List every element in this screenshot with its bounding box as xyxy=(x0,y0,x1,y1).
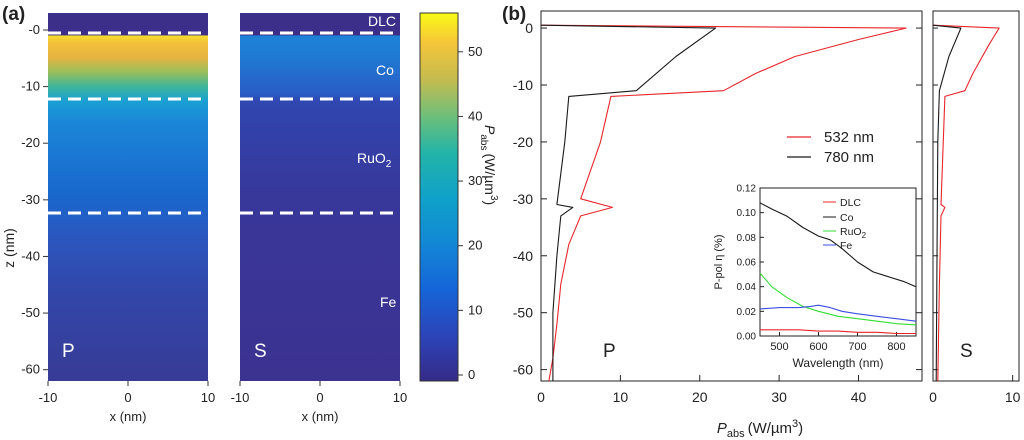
panel-b-y-tick-label: -10 xyxy=(513,77,533,93)
colorbar-tick-label: 40 xyxy=(468,108,482,123)
inset-y-tick-label: 0.08 xyxy=(737,233,757,244)
profile-p-line-532nm xyxy=(540,24,907,382)
inset-axes: 0.00 0.02 0.04 0.06 0.08 0.10 0.12 500 600 700 800 xyxy=(737,184,906,354)
panel-a-y-tick-label: -60 xyxy=(21,362,40,377)
inset-line-dlc xyxy=(760,329,916,335)
panel-b-y-tick-label: -40 xyxy=(513,248,533,264)
map-label-p: P xyxy=(62,341,75,362)
panel-a-x-tick-label: -10 xyxy=(39,390,58,405)
inset-legend-ruo2: RuO2 xyxy=(840,226,867,240)
colorbar-tick-label: 20 xyxy=(468,238,482,253)
colorbar-tick-label: 0 xyxy=(468,367,475,382)
inset-legend-dlc: DLC xyxy=(840,197,861,209)
panel-a-y-label: z (nm) xyxy=(1,228,17,268)
panel-b-legend: 532 nm 780 nm xyxy=(787,129,874,166)
interface-lines xyxy=(48,31,400,215)
panel-a-x-tick-label: 10 xyxy=(393,390,407,405)
colorbar-ticks: 0 10 20 30 40 50 xyxy=(458,44,482,382)
inset-x-tick-label: 500 xyxy=(770,341,788,353)
panel-a-x-label-p: x (nm) xyxy=(110,409,147,424)
inset-x-tick-label: 700 xyxy=(848,341,866,353)
panel-a-x-axis: -10 0 10 -10 0 10 xyxy=(39,381,407,405)
inset-y-tick-label: 0.06 xyxy=(737,258,757,269)
panel-b-x-label: Pabs (W/µm3) xyxy=(717,418,803,440)
panel-a-y-axis: -0 -10 -20 -30 -40 -50 -60 xyxy=(21,22,48,377)
legend-label-532: 532 nm xyxy=(824,129,874,146)
colorbar-tick-label: 50 xyxy=(468,44,482,59)
panel-a-y-tick-label: -0 xyxy=(28,22,40,37)
inset-legend-co: Co xyxy=(840,212,854,224)
panel-b-lines xyxy=(540,24,1000,382)
inset-line-fe xyxy=(759,304,917,322)
layer-label-co: Co xyxy=(376,62,394,78)
layer-label-ruo2: RuO2 xyxy=(357,150,392,170)
inset-legend: DLC Co RuO2 Fe xyxy=(823,197,867,252)
plot-label-p: P xyxy=(603,341,616,362)
profile-s-line-532nm xyxy=(932,24,1000,382)
heatmap-s xyxy=(240,13,400,381)
heatmap-p xyxy=(48,13,208,381)
panel-a-x-tick-label: 0 xyxy=(316,390,323,405)
panel-a-x-tick-label: -10 xyxy=(231,390,250,405)
panel-b-y-tick-label: 0 xyxy=(525,20,533,36)
inset-legend-fe: Fe xyxy=(840,240,852,252)
panel-b-x-tick-label: 20 xyxy=(692,389,708,405)
inset-x-tick-label: 800 xyxy=(887,341,905,353)
profile-p-line-780nm xyxy=(540,24,717,381)
plot-b-small-frame xyxy=(932,10,1020,382)
layer-label-dlc: DLC xyxy=(368,13,396,29)
panel-a-y-tick-label: -20 xyxy=(21,135,40,150)
profile-s-line-780nm xyxy=(932,24,962,382)
plot-label-s: S xyxy=(960,341,973,362)
legend-label-780: 780 nm xyxy=(824,149,874,166)
plot-b-main-frame xyxy=(540,10,923,382)
colorbar-tick-label: 10 xyxy=(468,302,482,317)
panel-b-x-tick-label: 10 xyxy=(613,389,629,405)
inset-y-tick-label: 0.10 xyxy=(737,208,757,219)
panel-b-label: (b) xyxy=(502,4,526,25)
panel-a-y-tick-label: -40 xyxy=(21,248,40,263)
inset-y-tick-label: 0.04 xyxy=(737,282,757,293)
inset-frame xyxy=(759,187,917,337)
map-label-s: S xyxy=(254,341,267,362)
inset-x-tick-label: 600 xyxy=(809,341,827,353)
panel-a-x-label-s: x (nm) xyxy=(302,409,339,424)
colorbar xyxy=(419,12,459,382)
panel-b-small-x-tick-label: 0 xyxy=(929,389,937,405)
panel-b-small-x-tick-label: 10 xyxy=(1005,389,1021,405)
panel-b-y-tick-label: -20 xyxy=(513,134,533,150)
panel-b-y-tick-label: -60 xyxy=(513,362,533,378)
panel-b-axes: 0-10-20-30-40-50-600 10 20 30 40 0 10 xyxy=(513,20,1021,405)
inset-line-ruo2 xyxy=(759,272,917,326)
panel-a-x-tick-label: 10 xyxy=(201,390,215,405)
panel-b-x-tick-label: 40 xyxy=(851,389,867,405)
panel-b-x-tick-label: 0 xyxy=(537,389,545,405)
panel-b-x-tick-label: 30 xyxy=(771,389,787,405)
inset-y-tick-label: 0.12 xyxy=(737,184,757,195)
colorbar-tick-label: 30 xyxy=(468,173,482,188)
inset-lines xyxy=(759,202,917,335)
inset-y-label: P-pol η (%) xyxy=(713,234,725,289)
panel-a-x-tick-label: 0 xyxy=(124,390,131,405)
inset-x-label: Wavelength (nm) xyxy=(793,356,884,370)
inset-line-co xyxy=(759,202,917,288)
inset-y-tick-label: 0.00 xyxy=(737,332,757,343)
colorbar-label: Pabs(W/µm3) xyxy=(478,125,499,205)
layer-label-fe: Fe xyxy=(380,294,397,310)
panel-b-y-tick-label: -30 xyxy=(513,191,533,207)
panel-a-label: (a) xyxy=(2,4,25,25)
panel-a-y-tick-label: -10 xyxy=(21,79,40,94)
inset-y-tick-label: 0.02 xyxy=(737,307,757,318)
panel-b-y-tick-label: -50 xyxy=(513,305,533,321)
panel-a-y-tick-label: -30 xyxy=(21,192,40,207)
panel-a-y-tick-label: -50 xyxy=(21,305,40,320)
